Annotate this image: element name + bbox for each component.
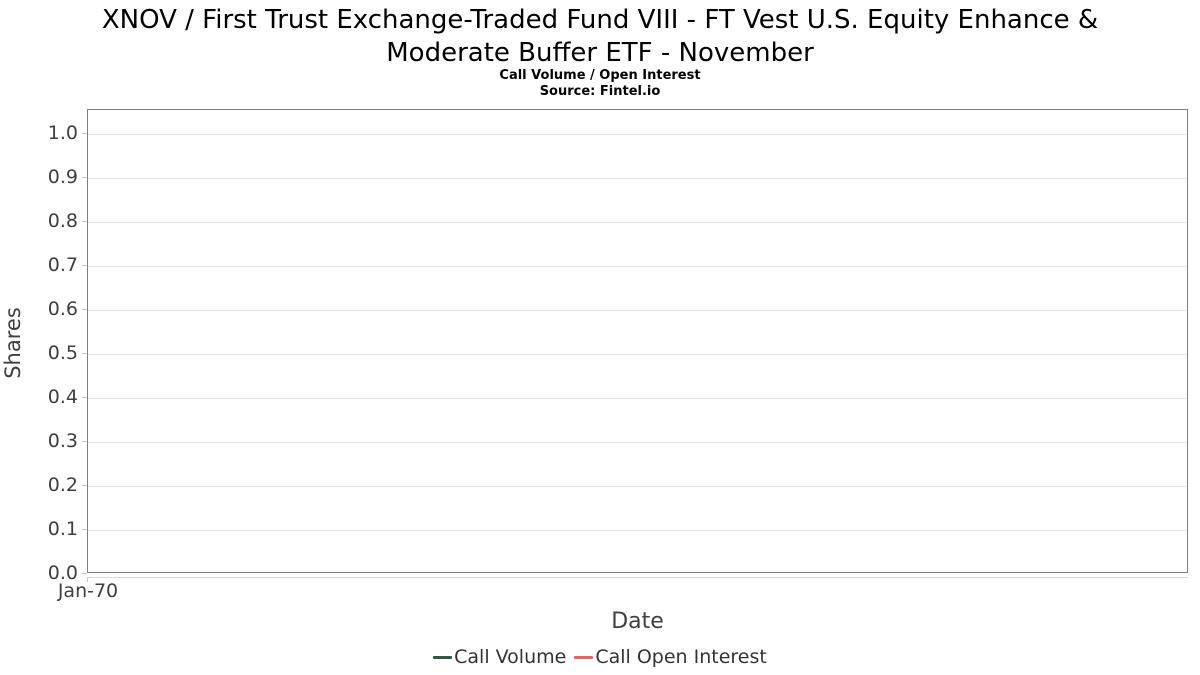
- call-volume-line-swatch: [433, 655, 453, 659]
- chart-title: XNOV / First Trust Exchange-Traded Fund …: [0, 4, 1200, 70]
- y-axis-tick-mark: [82, 485, 87, 486]
- y-axis-tick-mark: [82, 221, 87, 222]
- x-axis-line: [87, 577, 1188, 578]
- legend-item-call-open-interest[interactable]: Call Open Interest: [574, 646, 767, 668]
- y-gridline: [88, 310, 1187, 311]
- y-gridline: [88, 222, 1187, 223]
- y-gridline: [88, 530, 1187, 531]
- y-axis-tick-label: 0.7: [47, 254, 78, 276]
- plot-area: [87, 109, 1188, 573]
- legend-label-call-volume: Call Volume: [454, 646, 567, 668]
- call-open-interest-line-swatch: [574, 655, 594, 659]
- y-axis-tick-mark: [82, 573, 87, 574]
- x-axis-tick-label: Jan-70: [57, 580, 119, 602]
- y-axis-tick-mark: [82, 177, 87, 178]
- y-gridline: [88, 354, 1187, 355]
- chart-title-line2: Moderate Buffer ETF - November: [386, 38, 814, 68]
- y-axis-tick-mark: [82, 353, 87, 354]
- chart-legend: Call Volume Call Open Interest: [0, 646, 1200, 668]
- y-axis-tick-mark: [82, 397, 87, 398]
- y-gridline: [88, 266, 1187, 267]
- y-gridline: [88, 178, 1187, 179]
- y-gridline: [88, 398, 1187, 399]
- chart-source-credit: Source: Fintel.io: [539, 84, 661, 99]
- y-axis-tick-label: 0.5: [47, 342, 78, 364]
- y-axis-tick-label: 0.0: [47, 562, 78, 584]
- chart-subtitle: Call Volume / Open Interest: [499, 68, 701, 83]
- y-axis-tick-label: 0.9: [47, 166, 78, 188]
- y-axis-tick-mark: [82, 441, 87, 442]
- y-gridline: [88, 486, 1187, 487]
- x-axis-title: Date: [611, 609, 664, 634]
- y-axis-tick-mark: [82, 309, 87, 310]
- y-axis-tick-label: 0.4: [47, 386, 78, 408]
- y-axis-tick-mark: [82, 133, 87, 134]
- legend-label-call-open-interest: Call Open Interest: [595, 646, 767, 668]
- y-axis-tick-label: 0.6: [47, 298, 78, 320]
- x-axis-tick-mark: [87, 577, 88, 582]
- legend-item-call-volume[interactable]: Call Volume: [433, 646, 566, 668]
- y-axis-tick-mark: [82, 529, 87, 530]
- y-gridline: [88, 134, 1187, 135]
- chart-title-line1: XNOV / First Trust Exchange-Traded Fund …: [101, 5, 1099, 35]
- y-axis-tick-mark: [82, 265, 87, 266]
- y-axis-tick-label: 0.2: [47, 474, 78, 496]
- y-axis-tick-label: 0.1: [47, 518, 78, 540]
- y-axis-tick-label: 1.0: [47, 122, 78, 144]
- y-axis-tick-label: 0.3: [47, 430, 78, 452]
- y-axis-tick-label: 0.8: [47, 210, 78, 232]
- y-gridline: [88, 442, 1187, 443]
